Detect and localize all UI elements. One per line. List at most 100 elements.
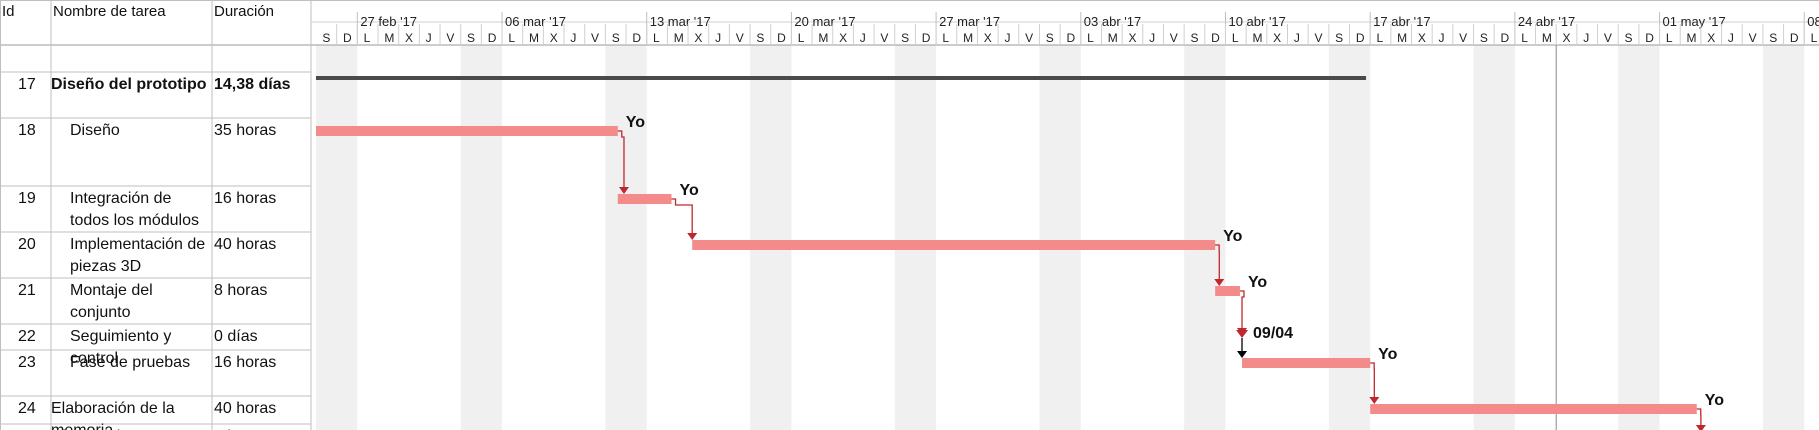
day-letter: L (1087, 31, 1094, 45)
day-letter: X (984, 31, 992, 45)
day-letter: D (343, 31, 352, 45)
task-bar (1370, 404, 1697, 414)
day-letter: V (446, 31, 454, 45)
day-letter: V (1604, 31, 1612, 45)
task-name: Diseño (70, 122, 120, 139)
week-label: 08 (1807, 14, 1819, 29)
day-letter: S (322, 31, 330, 45)
day-letter: S (756, 31, 764, 45)
task-id: 25 (18, 428, 36, 430)
weekend-shading (316, 45, 1805, 430)
day-letter: V (591, 31, 599, 45)
day-letter: L (653, 31, 660, 45)
day-letter: L (1232, 31, 1239, 45)
day-letter: L (1521, 31, 1528, 45)
task-duration: 40 horas (214, 236, 276, 253)
week-label: 27 feb '17 (360, 14, 417, 29)
day-letter: M (1542, 31, 1552, 45)
table-row: 25 Cierre del proyecto 8 horas (18, 428, 267, 430)
day-letter: D (632, 31, 641, 45)
table-row: 18 Diseño 35 horas (18, 122, 276, 139)
task-name: todos los módulos (70, 212, 199, 229)
task-name: Integración de (70, 190, 172, 207)
day-letter: M (1687, 31, 1697, 45)
bar-resource-label: Yo (1248, 274, 1267, 291)
day-letter: M (384, 31, 394, 45)
weekend-band (750, 45, 792, 430)
day-letter: M (1397, 31, 1407, 45)
day-letter: J (1149, 31, 1155, 45)
link-18-19-arrow (618, 187, 629, 194)
day-letter: M (963, 31, 973, 45)
task-duration: 16 horas (214, 354, 276, 371)
day-letter: V (1025, 31, 1033, 45)
summary-bar (316, 76, 1367, 80)
day-letter: L (508, 31, 515, 45)
link-20-21 (1215, 244, 1220, 280)
task-id: 18 (18, 122, 36, 139)
id-column-header: Id (2, 3, 15, 20)
link-18-19 (617, 130, 625, 188)
bar-resource-label: Yo (680, 182, 699, 199)
task-id: 19 (18, 190, 36, 207)
task-name: Montaje del (70, 282, 153, 299)
weekend-band (1762, 45, 1805, 430)
bar-resource-label: Yo (626, 114, 645, 131)
day-letter: M (674, 31, 684, 45)
duration-column-header: Duración (214, 3, 274, 20)
task-duration: 35 horas (214, 122, 276, 139)
task-duration: 40 horas (214, 400, 276, 417)
task-name: Elaboración de la (51, 400, 175, 417)
timescale: 27 feb '17 06 mar '17 13 mar '17 20 mar '17… (311, 12, 1819, 45)
task-duration: 8 horas (214, 282, 267, 299)
name-column-header: Nombre de tarea (53, 3, 166, 20)
day-letter: D (1356, 31, 1365, 45)
task-name: conjunto (70, 304, 131, 321)
day-letter: J (860, 31, 866, 45)
day-letter: S (1480, 31, 1488, 45)
week-label: 27 mar '17 (939, 14, 1000, 29)
weekend-band (1618, 45, 1660, 430)
task-name: Cierre del proyecto (51, 428, 186, 430)
day-letter: M (529, 31, 539, 45)
task-id: 20 (18, 236, 36, 253)
day-letter: J (715, 31, 721, 45)
task-duration: 14,38 días (214, 76, 291, 93)
day-letter: J (1728, 31, 1734, 45)
task-duration: 8 horas (214, 428, 267, 430)
day-letter: S (1769, 31, 1777, 45)
day-letter: L (1377, 31, 1384, 45)
link-23-24-arrow (1369, 397, 1380, 404)
day-letter: D (777, 31, 786, 45)
bar-resource-label: Yo (1705, 392, 1724, 409)
task-name: piezas 3D (70, 258, 141, 275)
task-name: control (70, 350, 118, 367)
weekend-band (316, 45, 358, 430)
weekend-band (1473, 45, 1515, 430)
day-letter: S (1190, 31, 1198, 45)
weekend-band (605, 45, 647, 430)
day-letter: J (570, 31, 576, 45)
day-letter: X (1707, 31, 1715, 45)
link-24-25 (1696, 408, 1702, 426)
week-label: 17 abr '17 (1373, 14, 1430, 29)
table-row: 22 Seguimiento y control 0 días (18, 328, 258, 367)
task-table: 17 Diseño del prototipo 14,38 días 18 Diseño… (18, 76, 291, 430)
weekend-band (460, 45, 503, 430)
day-letter: X (1128, 31, 1136, 45)
day-letter: D (1501, 31, 1510, 45)
day-letter: X (1273, 31, 1281, 45)
link-24-25-arrow (1695, 425, 1706, 430)
link-19-20 (671, 198, 693, 234)
table-row: 23 Fase de pruebas 16 horas (18, 354, 276, 371)
day-letter: L (942, 31, 949, 45)
table-row: 21 Montaje del conjunto 8 horas (18, 282, 267, 321)
week-label: 24 abr '17 (1518, 14, 1575, 29)
dependency-links (617, 130, 1706, 430)
day-letter: M (818, 31, 828, 45)
link-23-24 (1370, 362, 1375, 398)
task-id: 23 (18, 354, 36, 371)
day-letter: L (1811, 31, 1818, 45)
